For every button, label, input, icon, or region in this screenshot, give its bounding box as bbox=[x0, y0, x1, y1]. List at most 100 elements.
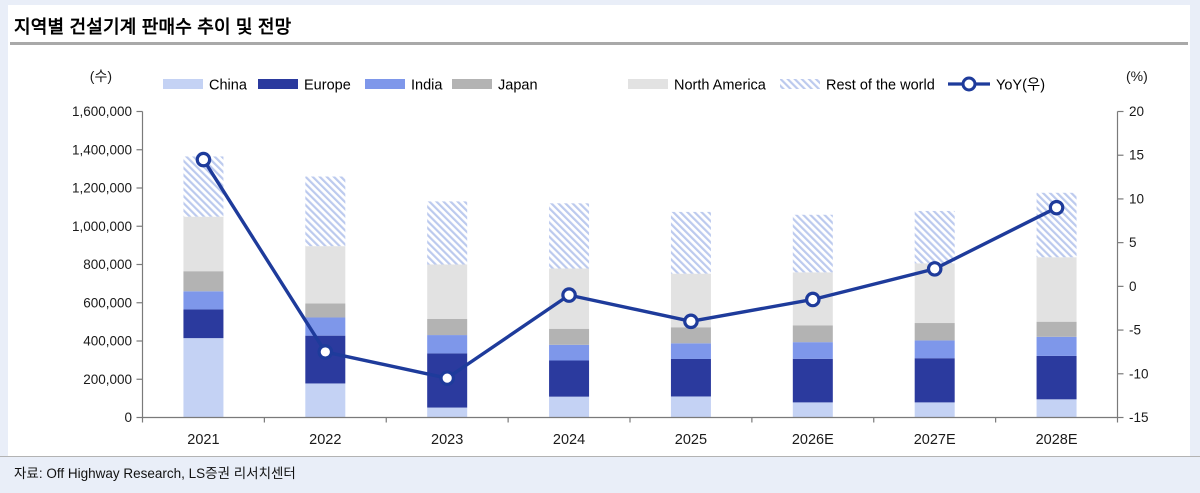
yoy-marker-2027E bbox=[926, 261, 943, 277]
bar-segment-north-america bbox=[183, 216, 224, 272]
stacked-bars bbox=[183, 156, 1077, 418]
x-axis-category-label: 2024 bbox=[553, 432, 585, 448]
bar-segment-china bbox=[914, 402, 955, 418]
bar-segment-rest-of-the-world bbox=[305, 176, 346, 247]
right-axis-tick-label: 10 bbox=[1129, 191, 1144, 206]
bar-2027E bbox=[914, 210, 955, 418]
bar-segment-india bbox=[1036, 336, 1077, 356]
footer-divider bbox=[0, 456, 1200, 457]
legend-swatch bbox=[780, 79, 820, 89]
right-axis-tick-label: -15 bbox=[1129, 410, 1149, 425]
legend-swatch bbox=[628, 79, 668, 89]
left-axis-tick-label: 200,000 bbox=[83, 372, 132, 387]
legend-label: China bbox=[209, 78, 248, 94]
bar-segment-rest-of-the-world bbox=[670, 211, 711, 274]
legend-item-europe: Europe bbox=[258, 78, 351, 94]
legend-label: YoY(우) bbox=[996, 78, 1045, 94]
right-axis-tick-label: 15 bbox=[1129, 148, 1144, 163]
bar-segment-china bbox=[183, 338, 224, 418]
bar-segment-japan bbox=[914, 323, 955, 341]
x-axis-category-label: 2025 bbox=[675, 432, 707, 448]
x-axis-category-label: 2021 bbox=[187, 432, 219, 448]
bar-segment-europe bbox=[183, 309, 224, 339]
left-axis-tick-label: 0 bbox=[124, 410, 132, 425]
bar-segment-india bbox=[792, 342, 833, 359]
right-axis-tick-label: 5 bbox=[1129, 235, 1137, 250]
axes: 0 200,000 400,000 600,000 800,000 1,000,000 1,… bbox=[72, 104, 1149, 448]
left-axis-tick-label: 1,400,000 bbox=[72, 142, 132, 157]
left-axis-tick-label: 1,200,000 bbox=[72, 181, 132, 196]
legend-swatch bbox=[258, 79, 298, 89]
legend-yoy-marker bbox=[961, 76, 977, 92]
left-axis-tick-label: 600,000 bbox=[83, 295, 132, 310]
bar-segment-india bbox=[670, 343, 711, 359]
legend-label: Japan bbox=[498, 78, 538, 94]
bar-segment-india bbox=[183, 291, 224, 310]
bar-segment-europe bbox=[670, 358, 711, 397]
legend-item-japan: Japan bbox=[452, 78, 538, 94]
bar-2026E bbox=[792, 214, 833, 418]
left-axis-tick-label: 1,000,000 bbox=[72, 219, 132, 234]
bar-2022 bbox=[305, 176, 346, 418]
bar-segment-europe bbox=[792, 358, 833, 403]
right-axis-tick-label: -10 bbox=[1129, 366, 1149, 381]
bar-segment-europe bbox=[1036, 355, 1077, 400]
bar-2028E bbox=[1036, 192, 1077, 418]
legend-label: India bbox=[411, 78, 443, 94]
legend-item-china: China bbox=[163, 78, 248, 94]
legend-swatch bbox=[163, 79, 203, 89]
yoy-marker-2024 bbox=[561, 287, 577, 303]
bar-segment-china bbox=[305, 383, 346, 418]
right-axis-tick-label: 20 bbox=[1129, 104, 1144, 119]
bar-segment-china bbox=[670, 396, 711, 418]
x-axis-category-label: 2023 bbox=[431, 432, 463, 448]
legend-swatch bbox=[365, 79, 405, 89]
bar-segment-china bbox=[549, 396, 590, 418]
bar-segment-japan bbox=[1036, 321, 1077, 337]
left-axis-unit: (수) bbox=[90, 68, 112, 84]
source-note: 자료: Off Highway Research, LS증권 리서치센터 bbox=[14, 466, 296, 481]
bar-2023 bbox=[427, 201, 468, 418]
bar-segment-japan bbox=[305, 303, 346, 318]
yoy-marker-2022 bbox=[317, 344, 334, 360]
legend-label: Rest of the world bbox=[826, 78, 935, 94]
bar-segment-north-america bbox=[1036, 257, 1077, 322]
bar-segment-japan bbox=[670, 327, 711, 344]
bar-segment-north-america bbox=[305, 246, 346, 304]
bar-segment-india bbox=[427, 335, 468, 354]
bar-segment-china bbox=[792, 402, 833, 418]
chart-title: 지역별 건설기계 판매수 추이 및 전망 bbox=[14, 17, 292, 37]
legend-item-north-america: North America bbox=[628, 78, 767, 94]
right-axis-tick-label: 0 bbox=[1129, 279, 1137, 294]
yoy-marker-2021 bbox=[195, 151, 212, 168]
legend-swatch bbox=[452, 79, 492, 89]
yoy-marker-2023 bbox=[439, 370, 455, 386]
left-axis-tick-label: 1,600,000 bbox=[72, 104, 132, 119]
right-axis-tick-label: -5 bbox=[1129, 323, 1141, 338]
yoy-marker-2026E bbox=[805, 291, 821, 308]
x-axis-category-label: 2022 bbox=[309, 432, 341, 448]
legend-label: North America bbox=[674, 78, 767, 94]
x-axis-category-label: 2028E bbox=[1036, 432, 1078, 448]
legend-item-rest-of-the-world: Rest of the world bbox=[780, 78, 935, 94]
bar-segment-rest-of-the-world bbox=[427, 201, 468, 265]
bar-segment-rest-of-the-world bbox=[914, 210, 955, 264]
bar-2024 bbox=[549, 203, 590, 418]
bar-segment-india bbox=[914, 340, 955, 359]
legend-label: Europe bbox=[304, 78, 351, 94]
legend-item-india: India bbox=[365, 78, 443, 94]
left-axis-tick-label: 400,000 bbox=[83, 334, 132, 349]
legend-item-yoy: YoY(우) bbox=[948, 76, 1045, 94]
x-axis-category-label: 2026E bbox=[792, 432, 834, 448]
bar-segment-india bbox=[549, 344, 590, 361]
bar-segment-india bbox=[305, 317, 346, 336]
bar-segment-rest-of-the-world bbox=[792, 214, 833, 273]
bar-segment-china bbox=[1036, 399, 1077, 418]
bar-segment-japan bbox=[183, 271, 224, 292]
bar-2021 bbox=[183, 156, 224, 418]
yoy-line bbox=[201, 157, 1059, 380]
bar-segment-north-america bbox=[427, 264, 468, 320]
x-axis-category-label: 2027E bbox=[914, 432, 956, 448]
